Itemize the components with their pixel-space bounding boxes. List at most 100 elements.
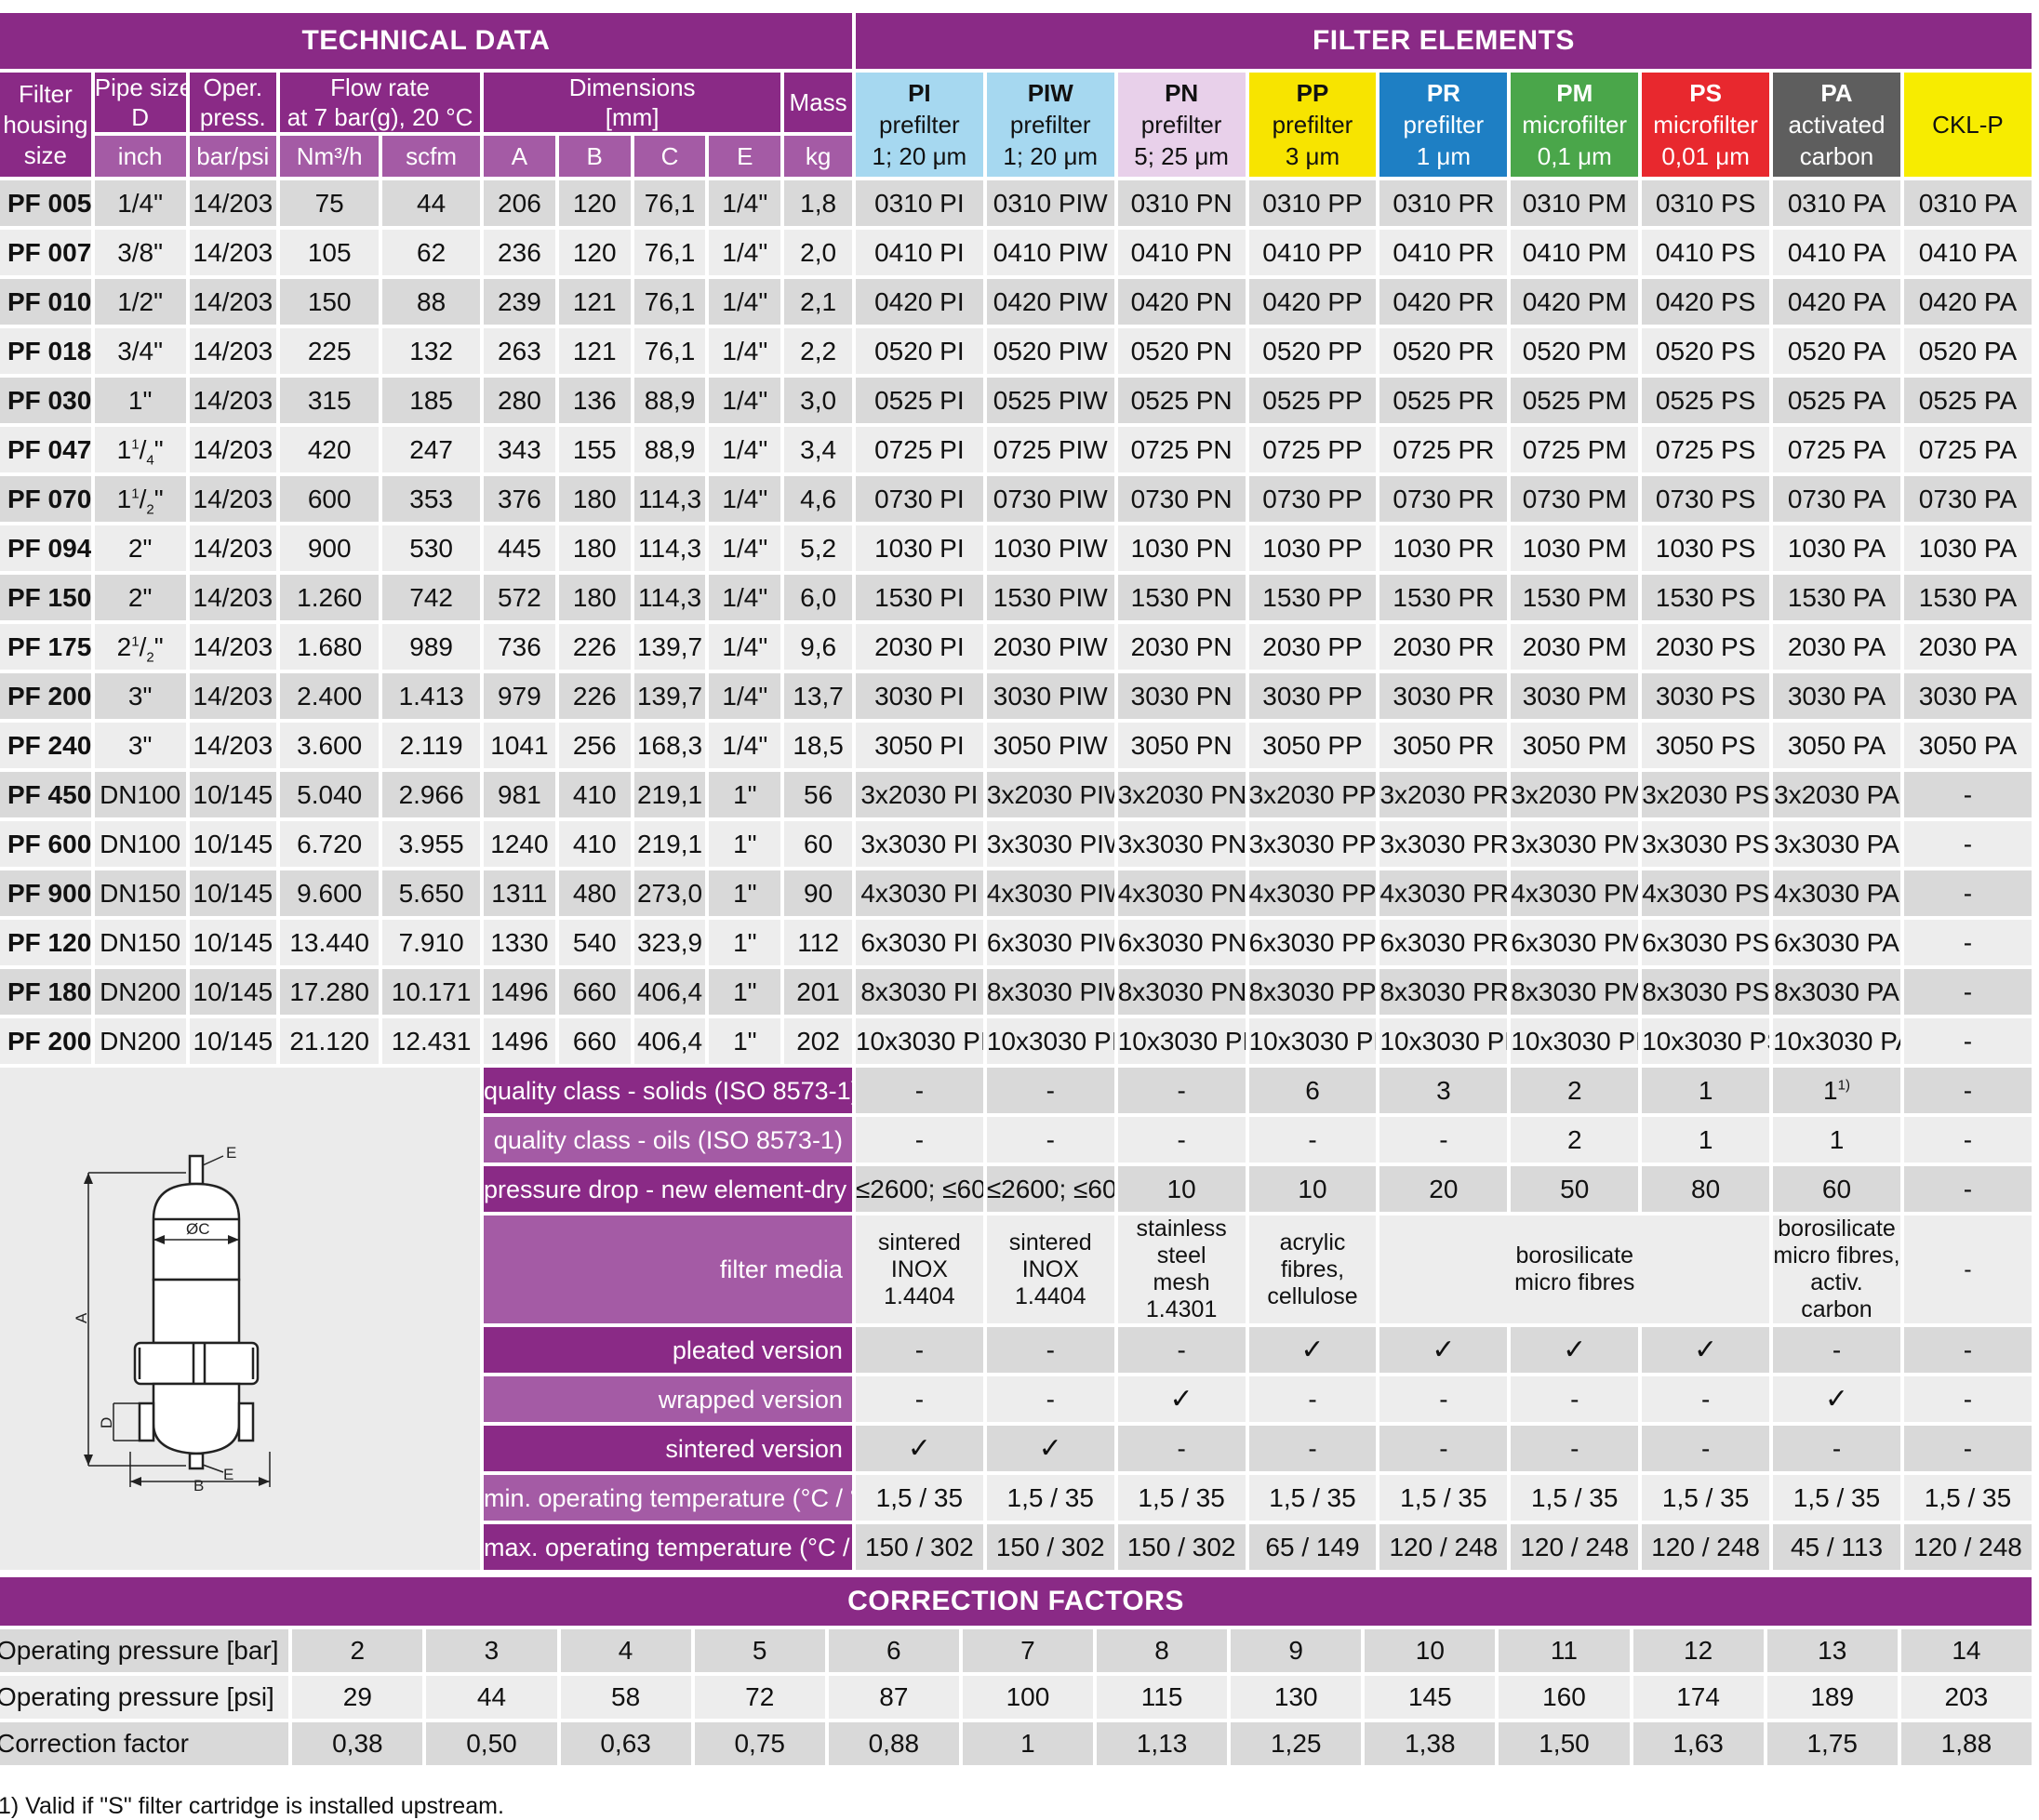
property-value: 1,5 / 35 bbox=[1903, 1475, 2032, 1521]
cell-press: 10/145 bbox=[189, 772, 277, 817]
cell-kg: 2,0 bbox=[784, 230, 852, 275]
unit-label: inch bbox=[94, 136, 186, 177]
cell-nm3h: 6.720 bbox=[280, 821, 380, 867]
correction-value: 1,13 bbox=[1097, 1722, 1228, 1765]
element-code: 2030 PA bbox=[1773, 624, 1900, 670]
correction-value: 1,75 bbox=[1766, 1722, 1898, 1765]
element-code: 3x3030 PM bbox=[1511, 821, 1639, 867]
housing-name: PF 007 bbox=[0, 230, 91, 275]
element-code: 3030 PM bbox=[1511, 673, 1639, 719]
property-value: ✓ bbox=[1642, 1327, 1770, 1373]
cell-e: 1" bbox=[709, 821, 781, 867]
element-code: 0525 PS bbox=[1642, 378, 1770, 423]
property-value: ≤2600; ≤60 bbox=[986, 1166, 1114, 1212]
cell-e: 1/4" bbox=[709, 378, 781, 423]
cell-nm3h: 900 bbox=[280, 525, 380, 571]
cell-c: 76,1 bbox=[633, 230, 706, 275]
element-code: 3030 PN bbox=[1117, 673, 1246, 719]
housing-name: PF 1200 bbox=[0, 920, 91, 965]
cell-scfm: 247 bbox=[382, 427, 480, 472]
element-code: 1530 PI bbox=[855, 575, 983, 620]
pipe-size: 3" bbox=[94, 723, 186, 768]
element-code: 3050 PS bbox=[1642, 723, 1770, 768]
cell-press: 14/203 bbox=[189, 575, 277, 620]
housing-row: PF 007 3/8" 14/203 105 62 236 120 76,1 1/4" 2,0 04… bbox=[0, 230, 2032, 275]
property-row-tmin: min. operating temperature (°C / °F) 1,5 … bbox=[0, 1475, 2032, 1521]
element-code: 3030 PP bbox=[1248, 673, 1377, 719]
cell-kg: 1,8 bbox=[784, 180, 852, 226]
property-value: 120 / 248 bbox=[1903, 1524, 2032, 1570]
cell-e: 1/4" bbox=[709, 328, 781, 374]
filter-elements-header: FILTER ELEMENTS bbox=[855, 13, 2032, 69]
element-code: 10x3030 PIW bbox=[986, 1018, 1114, 1064]
cell-c: 76,1 bbox=[633, 180, 706, 226]
element-code: 0410 PI bbox=[855, 230, 983, 275]
correction-value: 5 bbox=[694, 1629, 825, 1672]
element-header-pi: PI prefilter 1; 20 μm bbox=[855, 73, 983, 177]
col-mass: Mass bbox=[784, 73, 852, 132]
element-code: 0420 PA bbox=[1773, 279, 1900, 325]
cell-b: 660 bbox=[558, 1018, 631, 1064]
element-code: 1030 PIW bbox=[986, 525, 1114, 571]
element-code: 6x3030 PP bbox=[1248, 920, 1377, 965]
cell-b: 256 bbox=[558, 723, 631, 768]
property-value: - bbox=[986, 1376, 1114, 1422]
cell-nm3h: 3.600 bbox=[280, 723, 380, 768]
property-value: - bbox=[1117, 1068, 1246, 1113]
pipe-size: 1/2" bbox=[94, 279, 186, 325]
cell-scfm: 185 bbox=[382, 378, 480, 423]
correction-value: 3 bbox=[426, 1629, 557, 1672]
element-code: 0310 PN bbox=[1117, 180, 1246, 226]
element-code: 3050 PR bbox=[1379, 723, 1508, 768]
element-code: 4x3030 PA bbox=[1773, 870, 1900, 916]
cell-press: 14/203 bbox=[189, 427, 277, 472]
cell-a: 1496 bbox=[484, 1018, 555, 1064]
property-label: max. operating temperature (°C / °F) bbox=[484, 1524, 852, 1570]
cell-a: 979 bbox=[484, 673, 555, 719]
cell-scfm: 353 bbox=[382, 476, 480, 522]
element-code: 0420 PA bbox=[1903, 279, 2032, 325]
cell-nm3h: 1.260 bbox=[280, 575, 380, 620]
cell-e: 1/4" bbox=[709, 673, 781, 719]
unit-label: A bbox=[484, 136, 555, 177]
cell-press: 14/203 bbox=[189, 723, 277, 768]
correction-value: 6 bbox=[828, 1629, 959, 1672]
element-code: 3050 PIW bbox=[986, 723, 1114, 768]
cell-scfm: 989 bbox=[382, 624, 480, 670]
cell-c: 219,1 bbox=[633, 821, 706, 867]
element-code: 0730 PA bbox=[1773, 476, 1900, 522]
diagram-cell: E ØC A D E B bbox=[0, 1068, 480, 1570]
element-header-ckl-p: CKL-P bbox=[1903, 73, 2032, 177]
element-code: 0420 PI bbox=[855, 279, 983, 325]
element-code: 2030 PA bbox=[1903, 624, 2032, 670]
property-value: - bbox=[1642, 1426, 1770, 1471]
property-row-tmax: max. operating temperature (°C / °F) 150 … bbox=[0, 1524, 2032, 1570]
element-code: 0525 PIW bbox=[986, 378, 1114, 423]
element-code: 3x2030 PM bbox=[1511, 772, 1639, 817]
media-ckl: - bbox=[1903, 1216, 2032, 1323]
property-value: 20 bbox=[1379, 1166, 1508, 1212]
cell-kg: 3,0 bbox=[784, 378, 852, 423]
technical-data-header: TECHNICAL DATA bbox=[0, 13, 852, 69]
property-value: - bbox=[1117, 1327, 1246, 1373]
element-code: 1030 PR bbox=[1379, 525, 1508, 571]
property-value: 3 bbox=[1379, 1068, 1508, 1113]
element-code: 0520 PN bbox=[1117, 328, 1246, 374]
correction-value: 0,38 bbox=[292, 1722, 423, 1765]
element-code: 0730 PP bbox=[1248, 476, 1377, 522]
correction-row: Operating pressure [psi] 29 44 58 72 87 100 115… bbox=[0, 1676, 2032, 1719]
element-code: 0725 PM bbox=[1511, 427, 1639, 472]
housing-row: PF 047 11/4" 14/203 420 247 343 155 88,9 1/4" 3,4… bbox=[0, 427, 2032, 472]
element-code: 3x2030 PA bbox=[1773, 772, 1900, 817]
housing-name: PF 200 bbox=[0, 673, 91, 719]
cell-scfm: 1.413 bbox=[382, 673, 480, 719]
element-code: 0525 PI bbox=[855, 378, 983, 423]
element-code: 10x3030 PS bbox=[1642, 1018, 1770, 1064]
diagram-label-b: B bbox=[193, 1477, 204, 1493]
element-code: 3x2030 PIW bbox=[986, 772, 1114, 817]
pipe-size: 3" bbox=[94, 673, 186, 719]
property-value: - bbox=[1117, 1117, 1246, 1162]
cell-nm3h: 1.680 bbox=[280, 624, 380, 670]
property-label: pressure drop - new element-dry [mbar] bbox=[484, 1166, 852, 1212]
correction-value: 0,75 bbox=[694, 1722, 825, 1765]
